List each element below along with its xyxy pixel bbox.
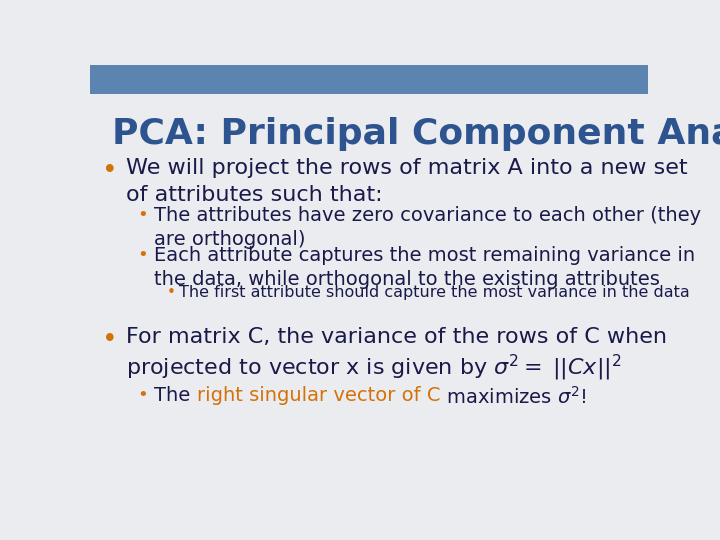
Text: PCA: Principal Component Analysis: PCA: Principal Component Analysis <box>112 117 720 151</box>
Text: •: • <box>166 285 176 300</box>
Text: •: • <box>102 158 117 184</box>
Text: •: • <box>102 327 117 353</box>
Text: For matrix C, the variance of the rows of C when: For matrix C, the variance of the rows o… <box>126 327 667 347</box>
Text: right singular vector of C: right singular vector of C <box>197 386 440 405</box>
FancyBboxPatch shape <box>90 65 648 94</box>
Text: The attributes have zero covariance to each other (they
are orthogonal): The attributes have zero covariance to e… <box>154 206 701 249</box>
Text: The first attribute should capture the most variance in the data: The first attribute should capture the m… <box>179 285 690 300</box>
Text: •: • <box>138 206 148 224</box>
Text: We will project the rows of matrix A into a new set
of attributes such that:: We will project the rows of matrix A int… <box>126 158 688 205</box>
Text: Each attribute captures the most remaining variance in
the data, while orthogona: Each attribute captures the most remaini… <box>154 246 696 289</box>
Text: projected to vector x is given by $\sigma^2 = \;||Cx||^2$: projected to vector x is given by $\sigm… <box>126 353 622 383</box>
Text: •: • <box>138 246 148 264</box>
Text: maximizes $\sigma^2$!: maximizes $\sigma^2$! <box>440 386 587 408</box>
Text: •: • <box>138 386 148 404</box>
Text: The: The <box>154 386 197 405</box>
